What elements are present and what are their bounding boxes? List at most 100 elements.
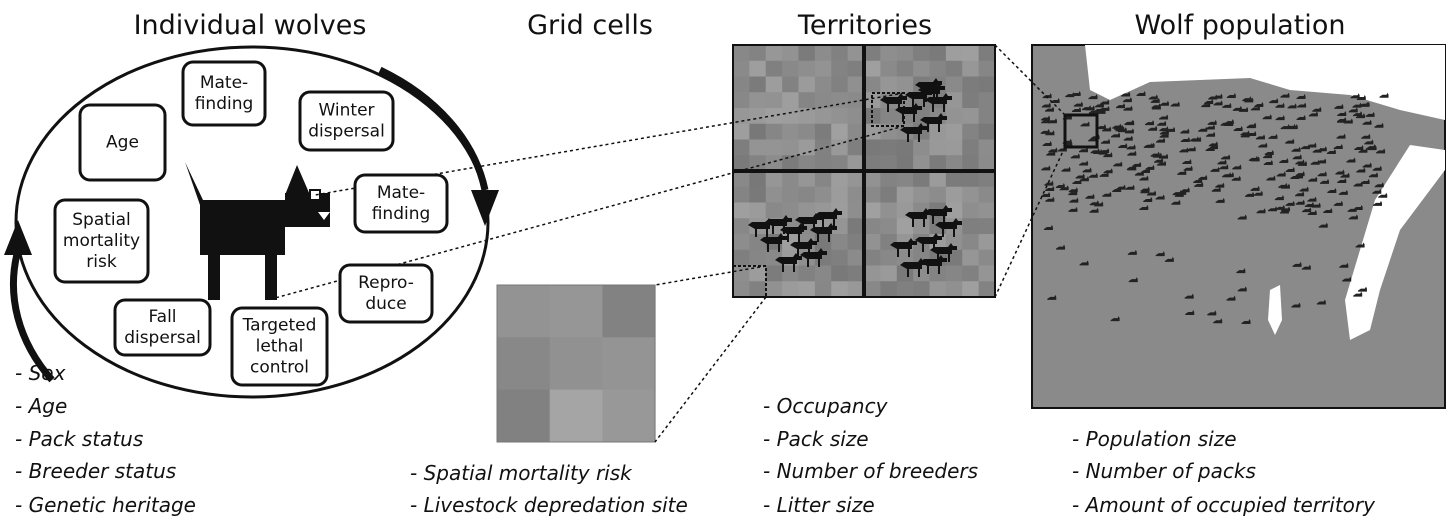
territory-cell <box>864 202 881 219</box>
territory-cell <box>962 171 980 188</box>
wolf-marker <box>1211 186 1221 192</box>
wolf-marker <box>1068 206 1078 212</box>
wolf-marker <box>1159 129 1169 135</box>
territory-cell <box>978 265 996 282</box>
wolf-marker <box>1318 222 1328 228</box>
wolf-marker <box>1139 205 1149 211</box>
wolf-marker <box>1308 111 1318 117</box>
box-label: lethal <box>256 337 304 357</box>
territory-cell <box>913 218 930 235</box>
wolf-marker <box>1215 197 1225 203</box>
wolf-marker <box>1102 191 1112 197</box>
territory-cell <box>913 186 930 203</box>
territory-cell <box>765 108 783 125</box>
territory-cell <box>798 265 816 282</box>
wolf-marker <box>1055 183 1065 189</box>
wolf-marker <box>1115 103 1125 109</box>
wolf-marker <box>1237 286 1247 292</box>
territory-cell <box>847 281 865 298</box>
territory-cell <box>831 218 849 235</box>
wolf-marker <box>1082 167 1092 173</box>
section-title: Territories <box>797 10 932 41</box>
wolf-marker <box>1312 147 1322 153</box>
wolf-marker <box>1194 181 1204 187</box>
wolf-marker <box>1297 102 1307 108</box>
territory-cell <box>831 76 849 93</box>
wolf-marker <box>1224 120 1234 126</box>
wolf-marker <box>1337 117 1347 123</box>
attribute: - Pack status <box>15 427 143 451</box>
territory-cell <box>978 108 996 125</box>
wolf-marker <box>1372 200 1382 206</box>
wolf-marker <box>1127 165 1137 171</box>
wolf-marker <box>1068 190 1078 196</box>
territory-cell <box>831 281 849 298</box>
wolf-marker <box>1140 188 1150 194</box>
wolf-marker <box>1219 164 1229 170</box>
wolf-marker <box>1152 152 1162 158</box>
wolf-marker <box>1050 97 1060 103</box>
territory-cell <box>782 76 799 93</box>
wolf-marker <box>1250 105 1260 111</box>
territory-cell <box>864 171 881 188</box>
wolf-marker <box>1102 126 1112 132</box>
territory-cell <box>847 186 865 203</box>
wolf-marker <box>1193 177 1203 183</box>
wolf-marker <box>1333 200 1343 206</box>
wolf-marker <box>1057 146 1067 152</box>
wolf-marker <box>1301 264 1311 270</box>
wolf-marker <box>1213 318 1223 324</box>
wolf-marker <box>1275 115 1285 121</box>
territory-cell <box>733 60 750 77</box>
territory-cell <box>864 60 881 77</box>
territory-cell <box>978 202 996 219</box>
territory-cell <box>962 92 980 109</box>
wolf-marker <box>1337 111 1347 117</box>
wolf-marker <box>1180 137 1190 143</box>
wolf-marker <box>1122 97 1132 103</box>
territory-cell <box>847 202 865 219</box>
territory-cell <box>798 186 816 203</box>
territory-cell <box>847 60 865 77</box>
territory-cell <box>798 76 816 93</box>
wolf-marker <box>1346 157 1356 163</box>
wolf-marker <box>1124 128 1134 134</box>
wolf-marker <box>1287 103 1297 109</box>
process-box <box>181 60 267 127</box>
territory-cell <box>765 76 783 93</box>
wolf-marker <box>1207 119 1217 125</box>
territory-cell <box>749 265 767 282</box>
territory-cell <box>814 186 832 203</box>
wolf-marker <box>1151 103 1161 109</box>
wolf-marker <box>1213 93 1223 99</box>
wolf-marker <box>1296 115 1306 121</box>
wolf-marker <box>1226 295 1236 301</box>
wolf-markers <box>1040 91 1389 325</box>
wolf-marker <box>1262 114 1272 120</box>
territory-cell <box>733 202 750 219</box>
territory-cell <box>896 186 914 203</box>
wolf-marker <box>1139 175 1149 181</box>
wolf-marker <box>1198 174 1208 180</box>
wolf-marker <box>1336 133 1346 139</box>
process-box <box>53 198 150 284</box>
territory-cell <box>765 123 783 140</box>
territory-cell <box>978 186 996 203</box>
wolf-marker <box>1045 196 1055 202</box>
territory-cell <box>978 92 996 109</box>
wolf-marker <box>1155 251 1165 257</box>
wolf-marker <box>1116 184 1126 190</box>
wolf-marker <box>1113 161 1123 167</box>
territory-cell <box>733 76 750 93</box>
territory-cell <box>733 45 750 62</box>
wolf-marker <box>1292 154 1302 160</box>
wolf-marker <box>1268 133 1278 139</box>
territory-cell <box>733 155 750 172</box>
territory-cell <box>880 139 898 156</box>
attribute: - Pack size <box>763 427 869 451</box>
wolf-marker <box>1280 183 1290 189</box>
wolf-marker <box>1319 178 1329 184</box>
territory-cell <box>847 171 865 188</box>
territory-cell <box>962 202 980 219</box>
territory-cell <box>880 171 898 188</box>
